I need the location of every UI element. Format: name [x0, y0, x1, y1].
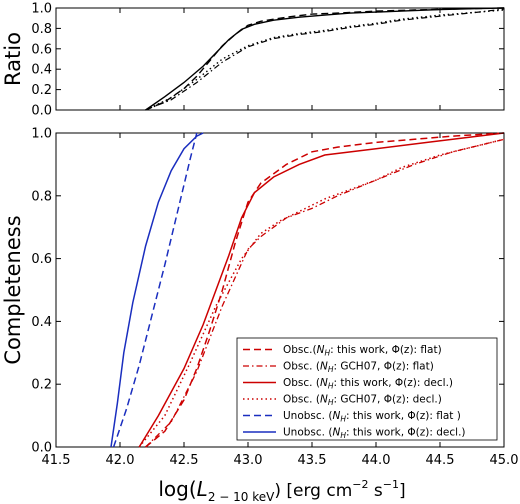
- legend-label-symbol: N: [317, 344, 325, 356]
- ratio-panel: 0.0 0.2 0.4 0.6 0.8 1.0 Ratio: [1, 2, 505, 119]
- legend-label-symbol: N: [320, 361, 328, 373]
- legend-label-prefix: Unobsc. (: [283, 427, 332, 439]
- ratio-y-ticks: 0.0 0.2 0.4 0.6 0.8 1.0: [31, 2, 504, 119]
- ratio-y-tick-label: 0.2: [31, 83, 52, 98]
- completeness-y-ticks: 0.0 0.2 0.4 0.6 0.8 1.0: [31, 127, 504, 456]
- legend-label-6: Unobsc. (NH: this work, Φ(z): decl.): [283, 427, 466, 441]
- legend-entries: Obsc.(NH: this work, Φ(z): flat)Obsc. (N…: [243, 344, 466, 440]
- legend-label-subscript: H: [328, 365, 334, 374]
- x-tick-label: 42.5: [170, 453, 199, 468]
- ratio-y-tick-label: 0.0: [31, 104, 52, 119]
- legend-label-4: Obsc. (NH: GCH07, Φ(z): decl.): [283, 394, 442, 408]
- x-tick-label: 44.5: [426, 453, 455, 468]
- x-axis-title-units: ) [erg cm: [274, 481, 352, 501]
- ratio-series-line-1: [145, 7, 505, 111]
- x-axis-title-close: ]: [399, 481, 406, 501]
- legend-label-subscript: H: [324, 349, 330, 358]
- ratio-series-group: [145, 7, 505, 111]
- completeness-series-line-6: [110, 132, 204, 448]
- ratio-plot-frame: [55, 7, 505, 111]
- legend-box: [236, 337, 498, 441]
- legend-label-suffix: : this work, Φ(z): decl.): [346, 427, 466, 439]
- completeness-series-line-2: [145, 138, 505, 448]
- x-axis-title-subscript: 2 − 10 keV: [208, 490, 275, 504]
- completeness-y-tick-label: 0.8: [31, 189, 52, 204]
- x-axis-title-exp1: −2: [352, 478, 368, 491]
- x-axis-title-symbol: L: [197, 477, 208, 501]
- ratio-y-axis-title: Ratio: [1, 32, 25, 86]
- completeness-plot-frame: [55, 132, 505, 448]
- legend-label-prefix: Obsc. (: [283, 394, 320, 406]
- legend-label-prefix: Obsc. (: [283, 361, 320, 373]
- ratio-y-tick-label: 0.4: [31, 63, 52, 78]
- legend-label-suffix: : this work, Φ(z): flat ): [346, 410, 461, 422]
- x-tick-label: 41.5: [42, 453, 71, 468]
- x-tick-label: 42.0: [106, 453, 135, 468]
- completeness-x-ticks: 41.5 42.0 42.5 43.0 43.5 44.0 44.5 45.0: [42, 133, 519, 468]
- legend-label-prefix: Unobsc. (: [283, 410, 332, 422]
- completeness-y-tick-label: 0.4: [31, 315, 52, 330]
- x-tick-label: 43.5: [298, 453, 327, 468]
- legend-label-1: Obsc.(NH: this work, Φ(z): flat): [283, 344, 442, 358]
- completeness-y-tick-label: 0.2: [31, 378, 52, 393]
- completeness-y-axis-title: Completeness: [1, 215, 25, 364]
- legend-label-subscript: H: [340, 431, 346, 440]
- legend-label-prefix: Obsc. (: [283, 377, 320, 389]
- x-tick-label: 43.0: [234, 453, 263, 468]
- completeness-series-group: [110, 132, 505, 448]
- completeness-series-line-5: [112, 132, 198, 448]
- completeness-y-tick-label: 0.6: [31, 252, 52, 267]
- ratio-series-line-4: [145, 9, 505, 111]
- legend-label-subscript: H: [328, 382, 334, 391]
- x-axis-title-seconds: s: [368, 481, 382, 501]
- completeness-panel: 0.00.20.40.60.81.0 41.5 42.0 42.5 43.0 43.5 4…: [1, 127, 518, 504]
- legend-label-symbol: N: [320, 377, 328, 389]
- x-axis-title-log: log(: [158, 477, 196, 501]
- legend-label-2: Obsc. (NH: GCH07, Φ(z): flat): [283, 361, 434, 375]
- ratio-series-line-2: [145, 7, 505, 111]
- legend-label-symbol: N: [320, 394, 328, 406]
- completeness-series-line-3: [138, 132, 505, 448]
- legend-label-suffix: : GCH07, Φ(z): flat): [333, 361, 433, 373]
- completeness-y-tick-label: 1.0: [31, 127, 52, 142]
- legend: Obsc.(NH: this work, Φ(z): flat)Obsc. (N…: [236, 337, 498, 441]
- legend-label-prefix: Obsc.(: [283, 344, 317, 356]
- completeness-y-tick-label: 0.0: [31, 441, 52, 456]
- ratio-y-tick-label: 0.6: [31, 42, 52, 57]
- legend-label-symbol: N: [332, 427, 340, 439]
- x-tick-label: 44.0: [362, 453, 391, 468]
- ratio-y-tick-label: 1.0: [31, 2, 52, 17]
- legend-label-suffix: : this work, Φ(z): decl.): [333, 377, 453, 389]
- legend-label-subscript: H: [340, 415, 346, 424]
- x-tick-label: 45.0: [490, 453, 519, 468]
- x-axis-title-exp2: −1: [383, 478, 399, 491]
- legend-label-5: Unobsc. (NH: this work, Φ(z): flat ): [283, 410, 461, 424]
- ratio-y-tick-label: 0.8: [31, 22, 52, 37]
- legend-label-subscript: H: [328, 398, 334, 407]
- ratio-x-ticks: [55, 8, 505, 110]
- legend-label-suffix: : GCH07, Φ(z): decl.): [333, 394, 441, 406]
- legend-label-3: Obsc. (NH: this work, Φ(z): decl.): [283, 377, 453, 391]
- ratio-series-line-3: [145, 8, 505, 111]
- x-axis-title: log(L2 − 10 keV) [erg cm−2 s−1]: [158, 477, 405, 504]
- legend-label-suffix: : this work, Φ(z): flat): [330, 344, 442, 356]
- legend-label-symbol: N: [332, 410, 340, 422]
